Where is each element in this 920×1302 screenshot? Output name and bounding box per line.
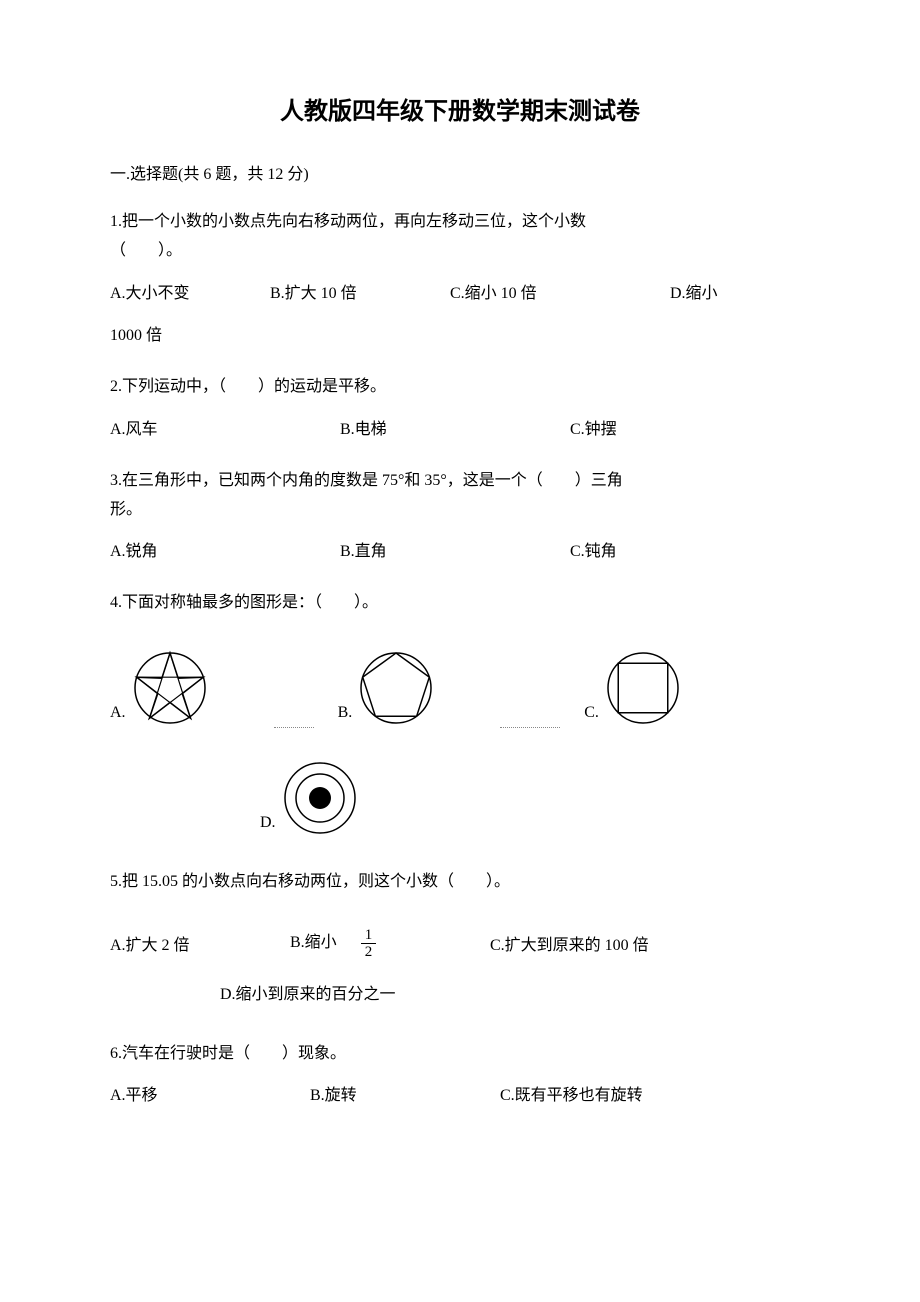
q6-option-b: B.旋转 (310, 1082, 500, 1111)
q6-text: 6.汽车在行驶时是（ ）现象。 (110, 1040, 810, 1069)
q1-text-line2: （ ）。 (110, 237, 810, 266)
q4-option-b-label: B. (338, 699, 353, 728)
q4-option-a: A. (110, 648, 210, 728)
q1-options: A.大小不变 B.扩大 10 倍 C.缩小 10 倍 D.缩小 (110, 280, 810, 309)
q5-option-c: C.扩大到原来的 100 倍 (490, 932, 730, 961)
q4-option-a-label: A. (110, 699, 126, 728)
q1-option-d-cont: 1000 倍 (110, 322, 810, 351)
question-5: 5.把 15.05 的小数点向右移动两位，则这个小数（ ）。 A.扩大 2 倍 … (110, 868, 810, 1010)
dotted-line (500, 727, 560, 728)
q1-option-d: D.缩小 (670, 280, 810, 309)
concentric-circles-icon (280, 758, 360, 838)
q3-option-b: B.直角 (340, 538, 570, 567)
q3-options: A.锐角 B.直角 C.钝角 (110, 538, 810, 567)
q4-option-b: B. (338, 648, 437, 728)
q4-option-d-label: D. (260, 809, 276, 838)
q5-text: 5.把 15.05 的小数点向右移动两位，则这个小数（ ）。 (110, 868, 810, 897)
question-2: 2.下列运动中，（ ）的运动是平移。 A.风车 B.电梯 C.钟摆 (110, 373, 810, 445)
q5-option-d: D.缩小到原来的百分之一 (110, 981, 810, 1010)
q2-options: A.风车 B.电梯 C.钟摆 (110, 416, 810, 445)
q3-text: 3.在三角形中，已知两个内角的度数是 75°和 35°，这是一个（ ）三角 形。 (110, 467, 810, 525)
q2-option-a: A.风车 (110, 416, 340, 445)
q3-option-c: C.钝角 (570, 538, 730, 567)
q3-option-a: A.锐角 (110, 538, 340, 567)
q3-text-line1: 3.在三角形中，已知两个内角的度数是 75°和 35°，这是一个（ ）三角 (110, 467, 810, 496)
fraction-numerator: 1 (361, 927, 377, 945)
q2-option-c: C.钟摆 (570, 416, 730, 445)
q4-option-d: D. (260, 758, 360, 838)
section-detail: (共 6 题，共 12 分) (178, 166, 309, 183)
q4-option-c-label: C. (584, 699, 599, 728)
section-prefix: 一.选择题 (110, 166, 178, 183)
q2-option-b: B.电梯 (340, 416, 570, 445)
q5-option-b-prefix: B.缩小 (290, 929, 337, 958)
section-header: 一.选择题(共 6 题，共 12 分) (110, 161, 810, 190)
q2-text: 2.下列运动中，（ ）的运动是平移。 (110, 373, 810, 402)
q1-option-a: A.大小不变 (110, 280, 270, 309)
q6-option-c: C.既有平移也有旋转 (500, 1082, 740, 1111)
q5-option-b: B.缩小 1 2 (290, 927, 490, 961)
dotted-line (274, 727, 314, 728)
q5-options-row1: A.扩大 2 倍 B.缩小 1 2 C.扩大到原来的 100 倍 (110, 927, 810, 961)
fraction-denominator: 2 (361, 944, 377, 961)
question-4: 4.下面对称轴最多的图形是：（ ）。 A. B. C. (110, 589, 810, 838)
q1-text-line1: 1.把一个小数的小数点先向右移动两位，再向左移动三位，这个小数 (110, 208, 810, 237)
q5-option-a: A.扩大 2 倍 (110, 932, 290, 961)
question-3: 3.在三角形中，已知两个内角的度数是 75°和 35°，这是一个（ ）三角 形。… (110, 467, 810, 567)
page-title: 人教版四年级下册数学期末测试卷 (110, 90, 810, 133)
q1-option-b: B.扩大 10 倍 (270, 280, 450, 309)
q4-options-row-abc: A. B. C. (110, 648, 810, 728)
q4-text: 4.下面对称轴最多的图形是：（ ）。 (110, 589, 810, 618)
fraction-half: 1 2 (361, 927, 377, 961)
q6-options: A.平移 B.旋转 C.既有平移也有旋转 (110, 1082, 810, 1111)
question-1: 1.把一个小数的小数点先向右移动两位，再向左移动三位，这个小数 （ ）。 A.大… (110, 208, 810, 351)
q4-options-row-d: D. (110, 758, 810, 838)
pentagon-in-circle-icon (356, 648, 436, 728)
star-in-circle-icon (130, 648, 210, 728)
question-6: 6.汽车在行驶时是（ ）现象。 A.平移 B.旋转 C.既有平移也有旋转 (110, 1040, 810, 1112)
q4-option-c: C. (584, 648, 683, 728)
square-in-circle-icon (603, 648, 683, 728)
q6-option-a: A.平移 (110, 1082, 310, 1111)
q1-option-c: C.缩小 10 倍 (450, 280, 670, 309)
q3-text-line2: 形。 (110, 496, 810, 525)
q1-text: 1.把一个小数的小数点先向右移动两位，再向左移动三位，这个小数 （ ）。 (110, 208, 810, 266)
